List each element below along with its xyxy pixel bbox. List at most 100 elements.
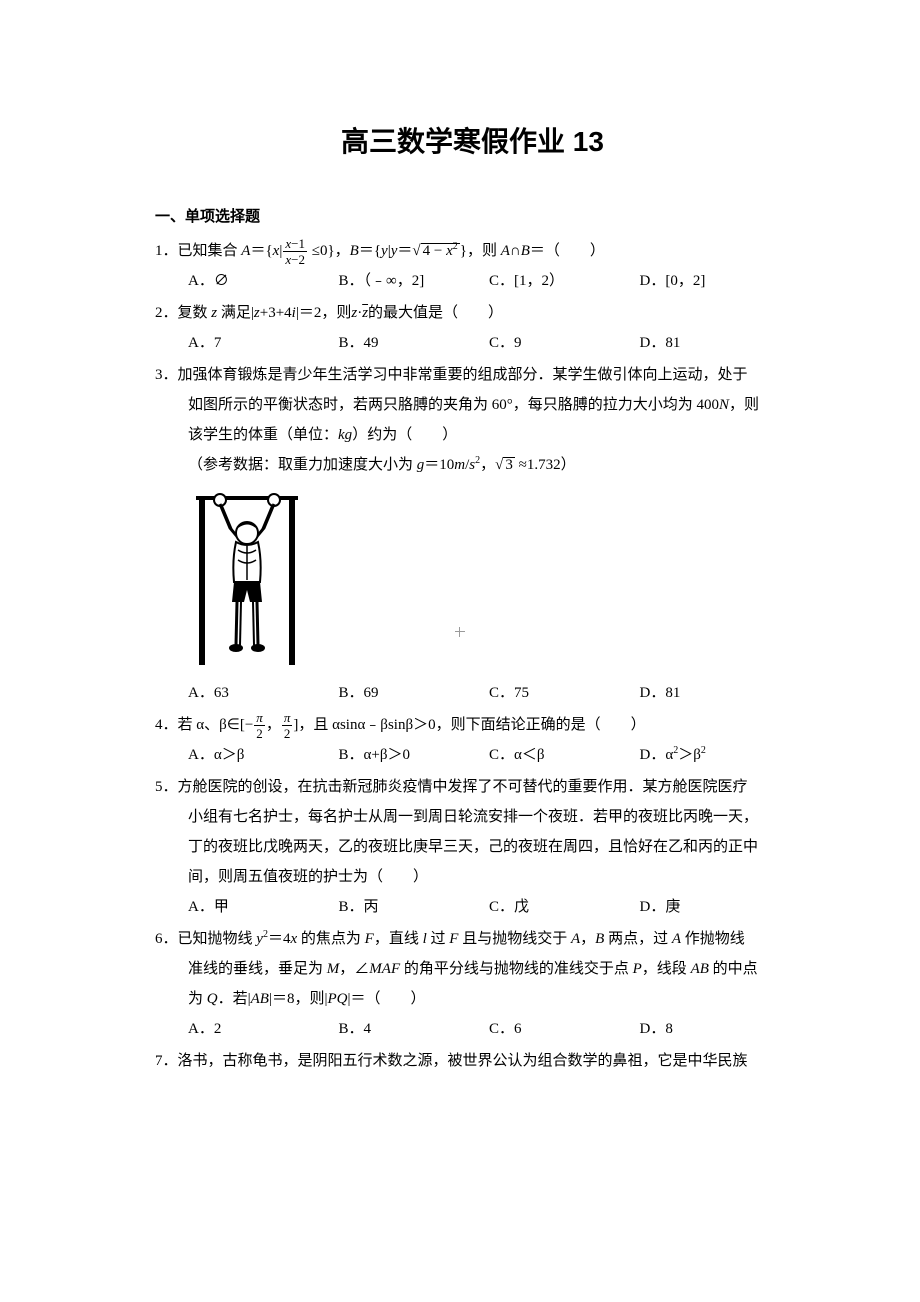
q1-t-d: ＝{: [359, 243, 381, 259]
q1-t-e: ＝: [397, 243, 412, 259]
q6-line3: 为 Q．若|AB|＝8，则|PQ|＝（ ）: [155, 984, 790, 1014]
q5-opt-b: B．丙: [339, 892, 490, 922]
q2-opt-a: A．7: [188, 328, 339, 358]
q4-tc: ]，且 αsinα﹣βsinβ＞0，则下面结论正确的是（ ）: [293, 717, 645, 733]
q5-options: A．甲 B．丙 C．戊 D．庚: [155, 892, 790, 922]
q6-1i: 作抛物线: [681, 931, 745, 947]
q4-ta: 若 α、β∈[: [178, 717, 245, 733]
q6-2b: ，∠: [339, 961, 369, 977]
q5-line2: 小组有七名护士，每名护士从周一到周日轮流安排一个夜班．若甲的夜班比丙晚一天，: [155, 802, 790, 832]
q4-db: ＞β: [678, 747, 701, 763]
q3-line3: 该学生的体重（单位：kg）约为（ ）: [155, 420, 790, 450]
q1-opt-a: A．∅: [188, 266, 339, 296]
q1-a-l: A．: [188, 273, 214, 289]
q6-3d: |＝（ ）: [347, 991, 425, 1007]
q1-t-g: ∩: [510, 243, 521, 259]
q6-2d: ，线段: [642, 961, 691, 977]
q1-t-a: 已知集合: [178, 243, 242, 259]
q5-line1: 方舱医院的创设，在抗击新冠肺炎疫情中发挥了不可替代的重要作用．某方舱医院医疗: [178, 772, 790, 802]
q6-opt-a: A．2: [188, 1014, 339, 1044]
q3-l2b: ，则: [729, 397, 759, 413]
q1-t-h: ＝（ ）: [530, 243, 605, 259]
q6-line2: 准线的垂线，垂足为 M，∠MAF 的角平分线与抛物线的准线交于点 P，线段 AB…: [155, 954, 790, 984]
q3-line2: 如图所示的平衡状态时，若两只胳膊的夹角为 60°，每只胳膊的拉力大小均为 400…: [155, 390, 790, 420]
q4-num: 4．: [155, 710, 178, 740]
q3-ra: （参考数据：取重力加速度大小为: [188, 457, 417, 473]
q6-options: A．2 B．4 C．6 D．8: [155, 1014, 790, 1044]
q3-rc: ，: [480, 457, 495, 473]
q3-figure: [155, 490, 790, 670]
q4-opt-d: D．α2＞β2: [640, 740, 791, 770]
q2-opt-c: C．9: [489, 328, 640, 358]
q3-ref: （参考数据：取重力加速度大小为 g＝10m/s2，√3 ≈1.732）: [155, 450, 790, 480]
q2-t-c: +3+4: [260, 305, 292, 321]
q1-t-b: ＝{: [250, 243, 272, 259]
q5-opt-c: C．戊: [489, 892, 640, 922]
q3-opt-c: C．75: [489, 678, 640, 708]
q2-opt-d: D．81: [640, 328, 791, 358]
q6-1d: ，直线: [374, 931, 423, 947]
q4-options: A．α＞β B．α+β＞0 C．α＜β D．α2＞β2: [155, 740, 790, 770]
q6-3b: ．若|: [218, 991, 251, 1007]
q4-opt-b: B．α+β＞0: [339, 740, 490, 770]
q3-opt-a: A．63: [188, 678, 339, 708]
q5-opt-a: A．甲: [188, 892, 339, 922]
q6-3c: |＝8，则|: [269, 991, 328, 1007]
q2-t-d: |＝2，则: [296, 305, 352, 321]
q1-opt-b: B．（﹣∞，2]: [339, 266, 490, 296]
q6-3a: 为: [188, 991, 207, 1007]
q3-line1: 加强体育锻炼是青少年生活学习中非常重要的组成部分．某学生做引体向上运动，处于: [178, 360, 790, 390]
q3-rb: ＝10: [424, 457, 454, 473]
q3-opt-b: B．69: [339, 678, 490, 708]
q5-opt-d: D．庚: [640, 892, 791, 922]
center-crosshair: [455, 627, 465, 637]
q6-opt-c: C．6: [489, 1014, 640, 1044]
q7-num: 7．: [155, 1046, 178, 1076]
q6-opt-b: B．4: [339, 1014, 490, 1044]
q4-opt-a: A．α＞β: [188, 740, 339, 770]
q1-t-c: ≤0}，: [308, 243, 350, 259]
q2-options: A．7 B．49 C．9 D．81: [155, 328, 790, 358]
question-6: 6． 已知抛物线 y2＝4x 的焦点为 F，直线 l 过 F 且与抛物线交于 A…: [155, 924, 790, 1044]
q2-t-a: 复数: [178, 305, 212, 321]
q6-1b: ＝4: [268, 931, 291, 947]
q6-line1: 已知抛物线 y2＝4x 的焦点为 F，直线 l 过 F 且与抛物线交于 A，B …: [178, 924, 790, 954]
question-4: 4． 若 α、β∈[−π2，π2]，且 αsinα﹣βsinβ＞0，则下面结论正…: [155, 710, 790, 770]
q7-text: 洛书，古称龟书，是阴阳五行术数之源，被世界公认为组合数学的鼻祖，它是中华民族: [178, 1046, 790, 1076]
q2-body: 复数 z 满足|z+3+4i|＝2，则z·z的最大值是（ ）: [178, 298, 790, 328]
q1-t-f: }，则: [460, 243, 501, 259]
q1-body: 已知集合 A＝{x|x−1x−2 ≤0}，B＝{y|y＝√4 − x2}，则 A…: [178, 236, 790, 266]
q6-num: 6．: [155, 924, 178, 954]
q6-2c: 的角平分线与抛物线的准线交于点: [400, 961, 633, 977]
q1-num: 1．: [155, 236, 178, 266]
q3-l3b: ）约为（ ）: [352, 427, 457, 443]
q2-num: 2．: [155, 298, 178, 328]
question-2: 2． 复数 z 满足|z+3+4i|＝2，则z·z的最大值是（ ） A．7 B．…: [155, 298, 790, 358]
q1-opt-c: C．[1，2）: [489, 266, 640, 296]
q6-1h: 两点，过: [604, 931, 672, 947]
q4-tb: ，: [266, 717, 281, 733]
q6-1c: 的焦点为: [297, 931, 365, 947]
q4-opt-c: C．α＜β: [489, 740, 640, 770]
q3-options: A．63 B．69 C．75 D．81: [155, 678, 790, 708]
q6-1g: ，: [580, 931, 595, 947]
section-heading: 一、单项选择题: [155, 205, 790, 226]
q5-num: 5．: [155, 772, 178, 802]
q3-rd: ≈1.732）: [515, 457, 576, 473]
q1-opt-d: D．[0，2]: [640, 266, 791, 296]
q1-options: A．∅ B．（﹣∞，2] C．[1，2） D．[0，2]: [155, 266, 790, 296]
q3-num: 3．: [155, 360, 178, 390]
q6-1e: 过: [427, 931, 450, 947]
q6-2e: 的中点: [709, 961, 758, 977]
q4-da: D．α: [640, 747, 674, 763]
question-1: 1． 已知集合 A＝{x|x−1x−2 ≤0}，B＝{y|y＝√4 − x2}，…: [155, 236, 790, 296]
q4-body: 若 α、β∈[−π2，π2]，且 αsinα﹣βsinβ＞0，则下面结论正确的是…: [178, 710, 790, 740]
q5-line4: 间，则周五值夜班的护士为（ ）: [155, 862, 790, 892]
q6-1f: 且与抛物线交于: [458, 931, 571, 947]
q5-line3: 丁的夜班比戊晚两天，乙的夜班比庚早三天，己的夜班在周四，且恰好在乙和丙的正中: [155, 832, 790, 862]
question-3: 3． 加强体育锻炼是青少年生活学习中非常重要的组成部分．某学生做引体向上运动，处…: [155, 360, 790, 708]
q6-2a: 准线的垂线，垂足为: [188, 961, 327, 977]
question-5: 5． 方舱医院的创设，在抗击新冠肺炎疫情中发挥了不可替代的重要作用．某方舱医院医…: [155, 772, 790, 922]
page-title: 高三数学寒假作业 13: [155, 120, 790, 160]
q2-t-b: 满足|: [217, 305, 254, 321]
